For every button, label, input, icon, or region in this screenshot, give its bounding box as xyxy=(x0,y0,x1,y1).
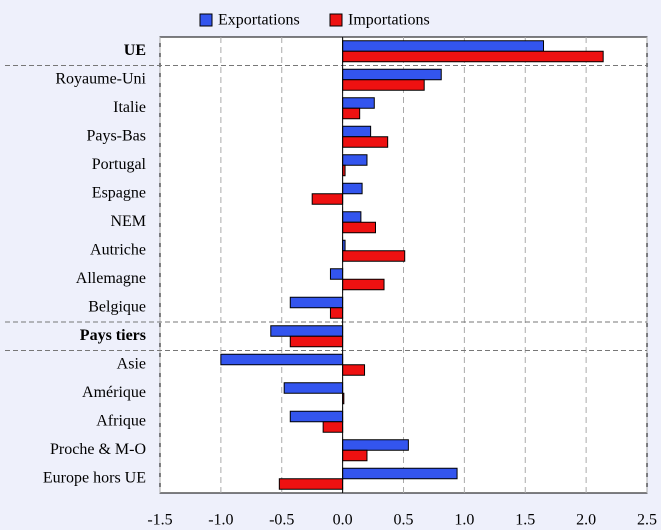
bar xyxy=(342,364,366,376)
x-tick-label: 2.0 xyxy=(576,512,596,529)
bar xyxy=(329,307,344,319)
bar xyxy=(289,410,344,423)
y-tick-label: Portugal xyxy=(92,156,147,173)
bar xyxy=(329,268,344,280)
y-tick-label: Amérique xyxy=(82,384,146,401)
bar xyxy=(342,211,362,223)
x-tick-label: 1.0 xyxy=(454,512,474,529)
legend-label: Importations xyxy=(348,12,430,29)
plot-area xyxy=(159,36,648,494)
y-tick-label: Afrique xyxy=(96,412,146,429)
bar xyxy=(342,107,361,120)
bar xyxy=(342,125,372,138)
bar xyxy=(342,221,376,234)
bar xyxy=(342,50,604,63)
bar xyxy=(342,439,409,451)
bar xyxy=(342,449,368,462)
x-tick-label: 1.5 xyxy=(515,512,535,529)
y-tick-label: Royaume-Uni xyxy=(55,70,146,87)
y-tick-label: Italie xyxy=(113,99,146,116)
x-tick-label: 0.0 xyxy=(333,512,353,529)
bar xyxy=(342,250,406,262)
x-tick-label: -1.0 xyxy=(208,512,233,529)
bar xyxy=(342,182,363,195)
bar xyxy=(342,154,368,166)
bar xyxy=(342,467,458,480)
x-tick-label: 0.5 xyxy=(394,512,414,529)
bar xyxy=(342,68,442,81)
bar xyxy=(283,382,344,394)
bar xyxy=(342,40,545,52)
y-tick-label: Belgique xyxy=(88,298,146,315)
bar xyxy=(270,325,344,337)
bar xyxy=(342,278,385,291)
y-tick-label: UE xyxy=(124,42,146,59)
y-tick-label: Proche & M-O xyxy=(50,441,146,458)
y-tick-label: Europe hors UE xyxy=(43,469,146,486)
y-tick-label: Autriche xyxy=(90,241,146,258)
bar xyxy=(342,79,425,91)
x-tick-label: 2.5 xyxy=(637,512,657,529)
bar xyxy=(342,97,375,109)
bar xyxy=(322,421,344,433)
bar xyxy=(289,335,344,348)
bar xyxy=(342,136,389,148)
y-tick-label: NEM xyxy=(110,213,146,230)
legend-label: Exportations xyxy=(218,12,300,29)
legend-swatch xyxy=(199,13,213,27)
y-tick-label: Allemagne xyxy=(76,270,146,287)
bar xyxy=(289,296,344,309)
legend-swatch xyxy=(329,13,343,27)
x-tick-label: -1.5 xyxy=(147,512,172,529)
bar xyxy=(220,353,344,366)
x-tick-label: -0.5 xyxy=(269,512,294,529)
y-tick-label: Espagne xyxy=(92,184,146,201)
y-tick-label: Pays-Bas xyxy=(86,127,146,144)
y-tick-label: Asie xyxy=(117,355,146,372)
y-tick-label: Pays tiers xyxy=(80,327,146,344)
bar xyxy=(311,193,344,205)
bar xyxy=(278,478,344,490)
